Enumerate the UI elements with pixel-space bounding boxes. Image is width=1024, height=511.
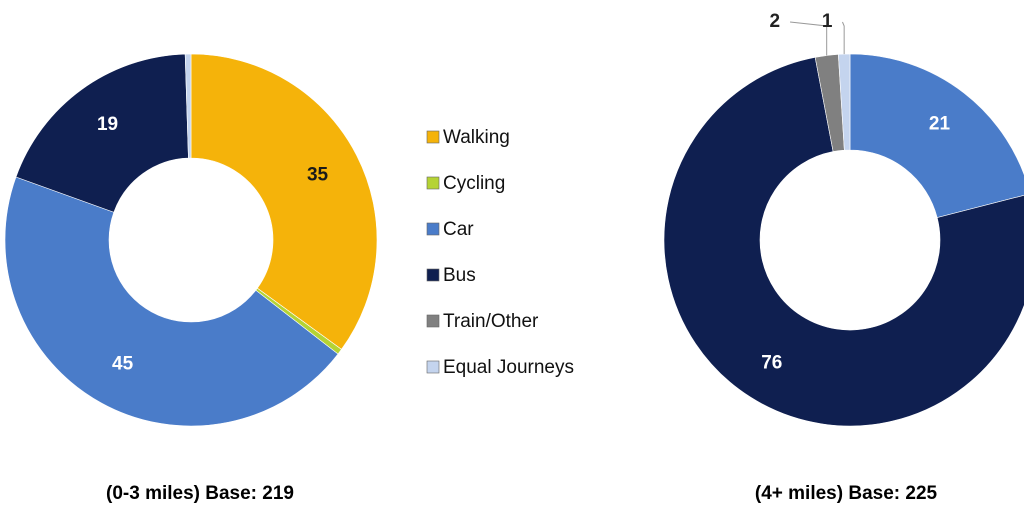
legend-swatch	[426, 176, 440, 190]
donut-segment	[838, 53, 851, 151]
legend-swatch	[426, 314, 440, 328]
data-label: 21	[929, 114, 951, 135]
legend-swatch	[426, 130, 440, 144]
legend-label: Walking	[443, 127, 510, 148]
chart-title: (0-3 miles) Base: 219	[106, 483, 294, 504]
data-label: 2	[769, 11, 780, 32]
data-label: 76	[761, 352, 782, 373]
data-label: 1	[822, 11, 833, 32]
donut-segment	[184, 53, 192, 159]
data-label: 45	[112, 353, 134, 374]
legend-label: Car	[443, 219, 474, 240]
leader-line	[790, 21, 828, 56]
donut-segment	[15, 53, 189, 213]
legend-label: Cycling	[443, 173, 505, 194]
donut-segment	[663, 56, 1024, 427]
legend-swatch	[426, 268, 440, 282]
donut-segment	[4, 176, 339, 427]
data-label: 19	[97, 114, 118, 135]
donut-segment	[190, 53, 378, 350]
legend-label: Train/Other	[443, 311, 539, 332]
legend-label: Bus	[443, 265, 476, 286]
legend-label: Equal Journeys	[443, 357, 574, 378]
legend-swatch	[426, 222, 440, 236]
chart-title: (4+ miles) Base: 225	[755, 483, 938, 504]
legend-swatch	[426, 360, 440, 374]
data-label: 35	[307, 165, 329, 186]
leader-line	[842, 21, 845, 55]
donut-segment	[849, 53, 1024, 218]
